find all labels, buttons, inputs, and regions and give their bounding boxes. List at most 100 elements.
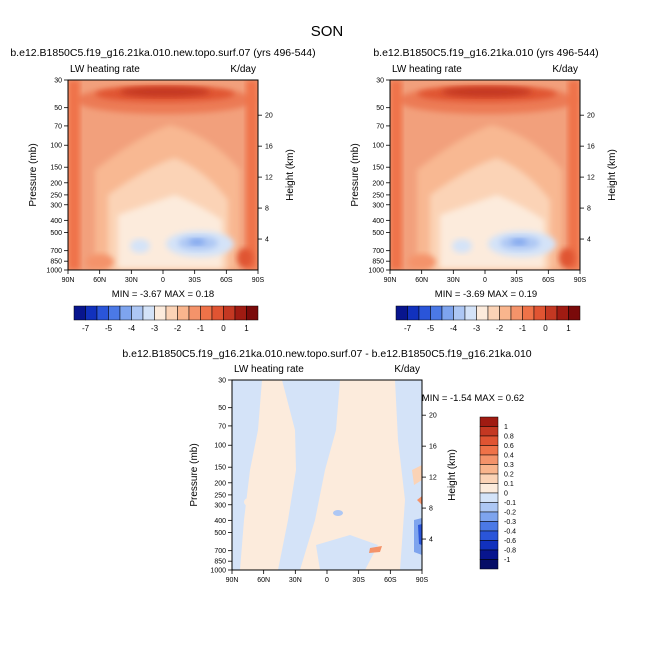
panel-3-contour-field <box>232 380 422 570</box>
colorbar-swatch <box>556 305 569 321</box>
panel-2-y2-tick-label: 8 <box>587 206 591 213</box>
colorbar-label: -0.1 <box>504 500 516 507</box>
colorbar-swatch <box>73 305 86 321</box>
panel-2-x-tick-label: 60N <box>415 277 428 284</box>
colorbar-swatch <box>154 305 167 321</box>
colorbar-label: -0.4 <box>504 529 516 536</box>
panel-3-x-tick-label: 30N <box>289 577 302 584</box>
panel-1-contour-field <box>68 80 258 270</box>
panel-1-y-tick-label: 200 <box>50 180 62 187</box>
colorbar-swatch <box>479 521 499 532</box>
panel-3-x-tick-label: 60S <box>384 577 397 584</box>
colorbar-label: -0.8 <box>504 548 516 555</box>
colorbar-swatch <box>479 492 499 503</box>
panel-1-x-tick-label: 30S <box>188 277 201 284</box>
colorbar-label: 0 <box>504 491 508 498</box>
colorbar-panel-2: -7 -5 -4 -3 -2 -1 0 1 <box>395 305 581 333</box>
colorbar-label: -1 <box>197 324 205 333</box>
panel-1-y2-tick-label: 4 <box>265 237 269 244</box>
panel-1-y-tick-label: 500 <box>50 230 62 237</box>
panel-2-x-tick-label: 30N <box>447 277 460 284</box>
colorbar-swatch <box>407 305 420 321</box>
panel-2-units-label: K/day <box>552 64 578 75</box>
panel-2-y-tick-label: 200 <box>372 180 384 187</box>
panel-1-units-label: K/day <box>230 64 256 75</box>
panel-1-x-tick-label: 90S <box>252 277 265 284</box>
panel-1-x-tick-label: 30N <box>125 277 138 284</box>
panel-3-y-tick-label: 100 <box>214 443 226 450</box>
panel-3-y2-tick-label: 8 <box>429 506 433 513</box>
panel-2-y-axis-label: Pressure (mb) <box>350 143 361 206</box>
panel-2-y-tick-label: 850 <box>372 259 384 266</box>
colorbar-panel-3: 1 0.8 0.6 0.4 0.3 0.2 0.1 0 -0.1 -0.2 -0.3 -0.4 -0.6… <box>479 416 516 570</box>
colorbar-swatch <box>487 305 500 321</box>
panel-3-x-tick-label: 90S <box>416 577 429 584</box>
panel-3-title: b.e12.B1850C5.f19_g16.21ka.010.new.topo.… <box>122 348 531 360</box>
colorbar-swatch <box>211 305 224 321</box>
colorbar-swatch <box>453 305 466 321</box>
colorbar-swatch <box>85 305 98 321</box>
panel-3-y2-axis-label: Height (km) <box>447 449 458 501</box>
panel-1-y-tick-label: 300 <box>50 202 62 209</box>
panel-3-y-axis-label: Pressure (mb) <box>189 443 200 506</box>
colorbar-swatch <box>533 305 546 321</box>
panel-3-x-tick-label: 30S <box>352 577 365 584</box>
panel-3-y-tick-label: 300 <box>214 502 226 509</box>
colorbar-swatch <box>479 435 499 446</box>
panel-1-y-tick-label: 1000 <box>46 268 62 275</box>
colorbar-swatch <box>479 416 499 427</box>
panel-2-x-tick-label: 30S <box>510 277 523 284</box>
panel-2: b.e12.B1850C5.f19_g16.21ka.010 (yrs 496-… <box>350 47 618 300</box>
panel-1-y2-tick-label: 20 <box>265 113 273 120</box>
colorbar-swatch <box>476 305 489 321</box>
panel-2-title: b.e12.B1850C5.f19_g16.21ka.010 (yrs 496-… <box>373 47 598 59</box>
panel-1-x-tick-label: 60N <box>93 277 106 284</box>
panel-2-y2-tick-label: 20 <box>587 113 595 120</box>
colorbar-swatch <box>510 305 523 321</box>
panel-3-y-tick-label: 250 <box>214 492 226 499</box>
colorbar-label: -0.6 <box>504 538 516 545</box>
colorbar-swatch <box>479 473 499 484</box>
colorbar-swatch <box>479 511 499 522</box>
colorbar-swatch <box>200 305 213 321</box>
colorbar-label: 0.3 <box>504 462 514 469</box>
panel-2-y-tick-label: 70 <box>376 123 384 130</box>
panel-3-variable-label: LW heating rate <box>234 364 304 375</box>
colorbar-swatch <box>479 540 499 551</box>
colorbar-label: -4 <box>128 324 136 333</box>
panel-3-x-tick-label: 60N <box>257 577 270 584</box>
colorbar-swatch <box>479 530 499 541</box>
colorbar-label: -3 <box>473 324 481 333</box>
panel-2-y2-tick-label: 12 <box>587 175 595 182</box>
panel-1-y-tick-label: 400 <box>50 218 62 225</box>
panel-3-x-tick-label: 0 <box>325 577 329 584</box>
colorbar-label: -7 <box>404 324 412 333</box>
colorbar-swatch <box>188 305 201 321</box>
panel-2-y-tick-label: 700 <box>372 248 384 255</box>
panel-1-y-tick-label: 150 <box>50 165 62 172</box>
colorbar-swatch <box>418 305 431 321</box>
panel-1-y-tick-label: 700 <box>50 248 62 255</box>
panel-3-y-tick-label: 150 <box>214 465 226 472</box>
panel-2-y-tick-label: 250 <box>372 192 384 199</box>
panel-3-y2-tick-label: 20 <box>429 413 437 420</box>
panel-2-y-tick-label: 30 <box>376 78 384 85</box>
colorbar-swatch <box>545 305 558 321</box>
colorbar-label: 0.4 <box>504 453 514 460</box>
colorbar-swatch <box>479 559 499 570</box>
panel-3-y2-tick-label: 4 <box>429 537 433 544</box>
panel-2-variable-label: LW heating rate <box>392 64 462 75</box>
panel-3-y-tick-label: 30 <box>218 378 226 385</box>
panel-3-y-tick-label: 850 <box>214 559 226 566</box>
panel-2-contour-field <box>390 80 580 270</box>
colorbar-label: 0 <box>543 324 548 333</box>
colorbar-swatch <box>479 502 499 513</box>
panel-3-y-tick-label: 1000 <box>210 568 226 575</box>
colorbar-swatch <box>177 305 190 321</box>
colorbar-label: 1 <box>244 324 249 333</box>
panel-1-y-tick-label: 30 <box>54 78 62 85</box>
panel-2-x-tick-label: 90N <box>384 277 397 284</box>
colorbar-label: 0 <box>221 324 226 333</box>
panel-2-y-tick-label: 150 <box>372 165 384 172</box>
